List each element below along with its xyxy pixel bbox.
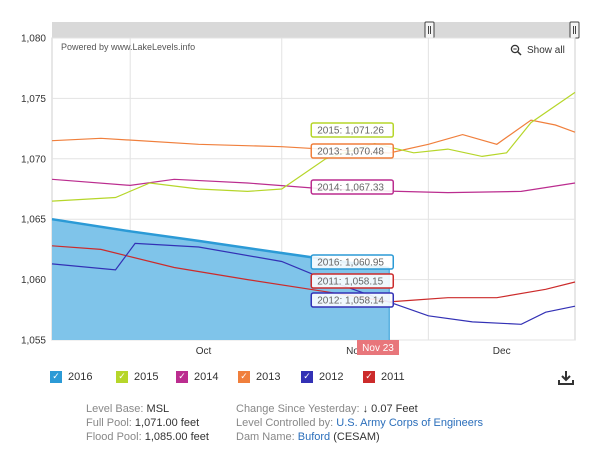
tooltip-label-2016: 2016: 1,060.95 <box>317 258 384 269</box>
tooltip-label-2013: 2013: 1,070.48 <box>317 147 384 158</box>
navigator-handle-left[interactable] <box>424 21 435 39</box>
tooltip-box-2011 <box>310 273 395 289</box>
legend-checkbox-2013[interactable]: ✓ <box>238 371 250 383</box>
tooltip-label-2015: 2015: 1,071.26 <box>317 126 384 137</box>
navigator[interactable] <box>52 21 580 39</box>
controlled-label: Level Controlled by: <box>236 417 334 429</box>
legend-label-2013: 2013 <box>256 371 281 383</box>
tooltip-label-2011: 2011: 1,058.15 <box>317 277 383 288</box>
change-label: Change Since Yesterday: <box>236 403 360 415</box>
legend-item-2014[interactable]: ✓ 2014 <box>176 371 218 383</box>
legend-label-2015: 2015 <box>134 371 159 383</box>
legend-item-2013[interactable]: ✓ 2013 <box>238 371 280 383</box>
legend-checkbox-2015[interactable]: ✓ <box>116 371 128 383</box>
lake-info-right: Change Since Yesterday: ↓ 0.07 Feet Leve… <box>236 402 483 444</box>
legend-item-2011[interactable]: ✓ 2011 <box>363 371 405 383</box>
legend-item-2015[interactable]: ✓ 2015 <box>116 371 158 383</box>
series-area-2016 <box>52 219 390 340</box>
y-tick-label: 1,075 <box>21 94 46 105</box>
legend-checkbox-2016[interactable]: ✓ <box>50 371 62 383</box>
tooltip-label-2012: 2012: 1,058.14 <box>317 296 384 307</box>
x-axis: Oct Nov Dec <box>196 346 511 357</box>
legend: ✓ 2016 ✓ 2015 ✓ 2014 ✓ 2013 ✓ 2012 ✓ 201… <box>50 371 590 389</box>
tooltip-box-2014 <box>310 179 395 195</box>
tooltip-box-2012 <box>310 292 395 308</box>
flood-pool-row: Flood Pool: 1,085.00 feet <box>86 430 209 444</box>
tooltip-group: 2015: 1,071.26 2013: 1,070.48 2014: 1,067.… <box>310 122 395 308</box>
dam-link[interactable]: Buford <box>297 431 331 443</box>
level-base-label: Level Base: <box>86 403 144 415</box>
legend-item-2012[interactable]: ✓ 2012 <box>301 371 343 383</box>
flood-pool-value: 1,085.00 feet <box>144 431 209 443</box>
y-tick-label: 1,065 <box>21 215 46 226</box>
tooltip-box-2015 <box>310 122 395 138</box>
full-pool-row: Full Pool: 1,071.00 feet <box>86 416 209 430</box>
legend-checkbox-2012[interactable]: ✓ <box>301 371 313 383</box>
navigator-handle-right[interactable] <box>569 21 580 39</box>
tooltip-label-2014: 2014: 1,067.33 <box>317 183 384 194</box>
navigator-date-flag: Nov 23 <box>357 340 399 355</box>
navigator-date-label: Nov 23 <box>362 343 394 354</box>
zoom-icon <box>510 44 522 56</box>
lake-level-chart: 1,055 1,060 1,065 1,070 1,075 1,080 Oct Nov Dec… <box>21 21 580 357</box>
legend-label-2014: 2014 <box>194 371 219 383</box>
down-arrow-icon: ↓ <box>362 403 369 415</box>
credit-text: Powered by www.LakeLevels.info <box>61 42 196 52</box>
legend-label-2012: 2012 <box>319 371 344 383</box>
dam-label: Dam Name: <box>236 431 295 443</box>
y-axis: 1,055 1,060 1,065 1,070 1,075 1,080 <box>21 34 46 347</box>
series-line-2013 <box>51 119 576 154</box>
legend-item-2016[interactable]: ✓ 2016 <box>50 371 92 383</box>
legend-label-2011: 2011 <box>381 371 405 383</box>
show-all-button[interactable]: Show all <box>510 44 565 56</box>
level-base-value: MSL <box>146 403 170 415</box>
flood-pool-label: Flood Pool: <box>86 431 142 443</box>
navigator-date-bg <box>357 340 399 355</box>
y-tick-label: 1,070 <box>21 154 46 165</box>
controlled-row: Level Controlled by: U.S. Army Corps of … <box>236 416 483 430</box>
y-tick-label: 1,055 <box>21 336 46 347</box>
full-pool-value: 1,071.00 feet <box>134 417 200 429</box>
y-tick-label: 1,060 <box>21 275 46 286</box>
x-tick-label: Oct <box>196 346 212 357</box>
navigator-track[interactable] <box>52 22 575 38</box>
lake-info-left: Level Base: MSL Full Pool: 1,071.00 feet… <box>86 402 209 444</box>
download-icon[interactable] <box>557 370 575 386</box>
legend-label-2016: 2016 <box>68 371 93 383</box>
y-tick-label: 1,080 <box>21 34 46 45</box>
series-line-2012 <box>51 242 576 325</box>
full-pool-label: Full Pool: <box>86 417 132 429</box>
tooltip-box-2016 <box>310 254 395 270</box>
change-value: 0.07 Feet <box>371 403 418 415</box>
x-tick-label: Dec <box>493 346 511 357</box>
dam-suffix: (CESAM) <box>333 431 380 443</box>
controlled-link[interactable]: U.S. Army Corps of Engineers <box>336 417 484 429</box>
show-all-label: Show all <box>527 44 565 56</box>
change-row: Change Since Yesterday: ↓ 0.07 Feet <box>236 402 483 416</box>
level-base-row: Level Base: MSL <box>86 402 209 416</box>
dam-row: Dam Name: Buford (CESAM) <box>236 430 483 444</box>
x-tick-label: Nov <box>346 346 364 357</box>
tooltip-box-2013 <box>310 143 395 159</box>
legend-checkbox-2011[interactable]: ✓ <box>363 371 375 383</box>
legend-checkbox-2014[interactable]: ✓ <box>176 371 188 383</box>
